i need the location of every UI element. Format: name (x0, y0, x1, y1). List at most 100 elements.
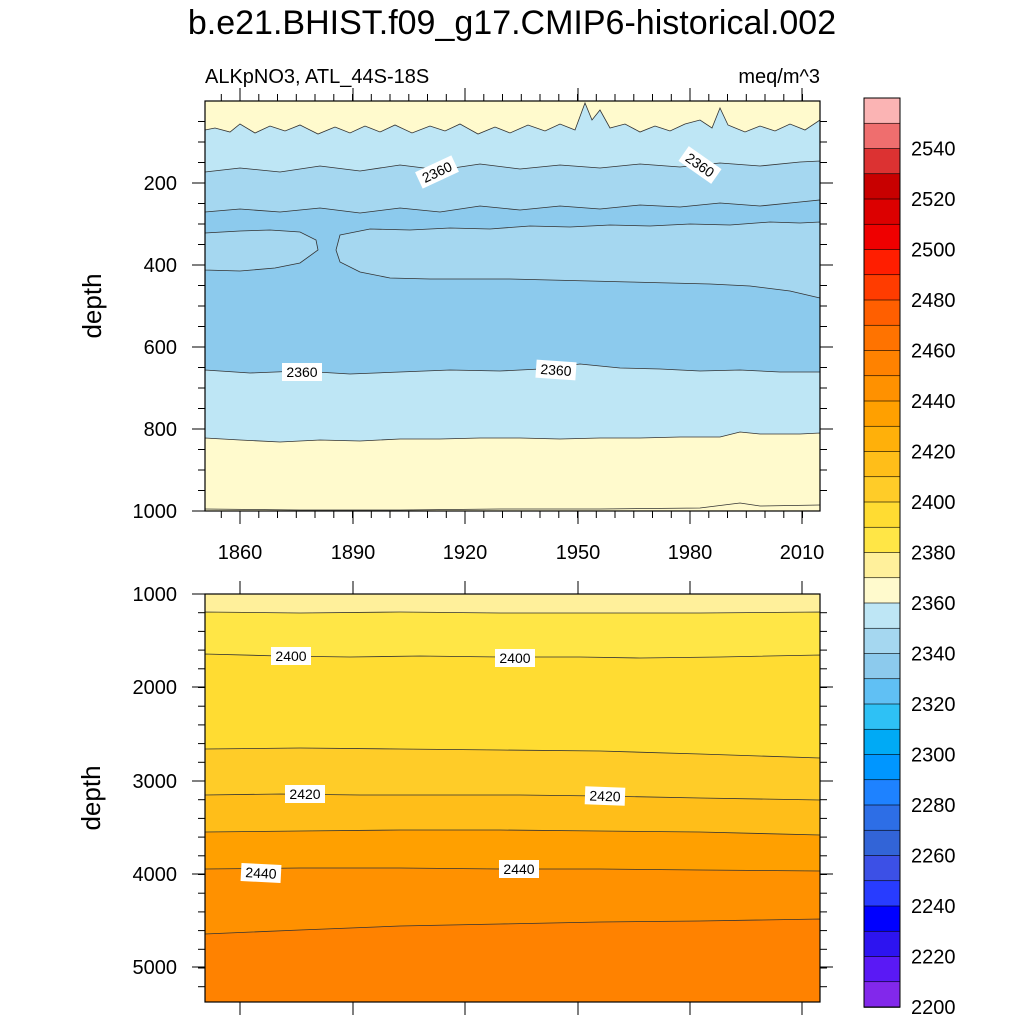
y-tick-label: 600 (144, 337, 177, 359)
colorbar-swatch (863, 627, 901, 655)
svg-text:2360: 2360 (540, 361, 572, 379)
colorbar-swatch (863, 804, 901, 832)
colorbar-swatch (863, 930, 901, 958)
colorbar-label: 2480 (911, 290, 956, 312)
colorbar-swatch (863, 526, 901, 554)
colorbar-swatch (863, 653, 901, 680)
top-band-5 (204, 221, 821, 299)
x-tick-label: 1860 (218, 542, 263, 564)
colorbar-swatch (863, 299, 901, 327)
svg-text:2420: 2420 (289, 786, 320, 802)
svg-text:2400: 2400 (275, 648, 306, 664)
bottom-band-8 (204, 918, 821, 1003)
colorbar-swatch (863, 602, 901, 630)
y-tick-label: 400 (144, 255, 177, 277)
y-tick-label: 800 (144, 419, 177, 441)
y-tick-label: 3000 (133, 771, 178, 793)
contour-label: 2420 (584, 786, 626, 806)
top-x-axis: 1860 1890 1920 1950 1980 2010 (218, 88, 824, 564)
colorbar-swatch (863, 400, 901, 428)
colorbar-label: 2320 (911, 694, 956, 716)
colorbar-swatch (863, 981, 901, 1008)
colorbar-swatch (863, 249, 901, 276)
contour-label: 2420 (285, 785, 325, 803)
colorbar-swatch (863, 855, 901, 882)
colorbar-swatches (863, 97, 901, 1008)
colorbar-label: 2340 (911, 644, 956, 666)
colorbar-swatch (863, 97, 901, 125)
svg-text:2400: 2400 (499, 650, 530, 666)
svg-text:2440: 2440 (245, 864, 277, 882)
y-tick-label: 1000 (133, 501, 178, 523)
colorbar-label: 2240 (911, 896, 956, 918)
figure-title: b.e21.BHIST.f09_g17.CMIP6-historical.002 (188, 4, 836, 42)
colorbar-label: 2420 (911, 442, 956, 464)
y-tick-label: 4000 (133, 864, 178, 886)
colorbar-swatch (863, 350, 901, 377)
colorbar-swatch (863, 880, 901, 907)
y-tick-label: 200 (144, 173, 177, 195)
colorbar-swatch (863, 905, 901, 933)
colorbar-frame (863, 97, 901, 1008)
x-tick-label: 1890 (331, 542, 376, 564)
x-tick-label: 1950 (556, 542, 601, 564)
contour-label: 2440 (499, 860, 539, 878)
colorbar-label: 2460 (911, 341, 956, 363)
colorbar-swatch (863, 274, 901, 301)
colorbar-label: 2220 (911, 947, 956, 969)
top-contour-labels: 2360 2360 2360 2360 (282, 146, 722, 381)
colorbar-swatch (863, 223, 901, 251)
colorbar-swatch (863, 829, 901, 857)
colorbar-label: 2200 (911, 997, 956, 1019)
top-band-7 (204, 431, 821, 512)
colorbar: 2540 2520 2500 2480 2460 2440 2420 2400 2380 2360… (863, 97, 956, 1020)
colorbar-labels: 2540 2520 2500 2480 2460 2440 2420 2400 2380 2360… (911, 139, 956, 1020)
colorbar-swatch (863, 552, 901, 579)
contour-label: 2360 (535, 359, 577, 381)
contour-label: 2400 (495, 649, 535, 667)
bottom-x-axis (239, 581, 803, 1015)
colorbar-swatch (863, 451, 901, 478)
colorbar-swatch (863, 501, 901, 529)
svg-text:2360: 2360 (286, 364, 317, 380)
contour-label: 2360 (282, 363, 322, 381)
colorbar-label: 2500 (911, 240, 956, 262)
y-tick-label: 1000 (133, 584, 178, 606)
bottom-y-axis: 1000 2000 3000 4000 5000 depth (76, 584, 833, 988)
bottom-contour-labels: 2400 2400 2420 2420 2440 2440 (240, 647, 626, 884)
x-tick-label: 1980 (668, 542, 713, 564)
colorbar-label: 2380 (911, 543, 956, 565)
colorbar-label: 2300 (911, 745, 956, 767)
contour-label: 2400 (271, 647, 311, 665)
colorbar-swatch (863, 476, 901, 503)
svg-text:2440: 2440 (503, 861, 534, 877)
top-panel: ALKpNO3, ATL_44S-18S meq/m^3 2360 2360 (77, 66, 833, 564)
colorbar-label: 2360 (911, 593, 956, 615)
colorbar-swatch (863, 754, 901, 781)
top-bottom-contour (204, 502, 821, 511)
top-variable-label: ALKpNO3, ATL_44S-18S (205, 66, 429, 88)
bottom-plot-area (204, 593, 821, 1003)
x-tick-label: 1920 (443, 542, 488, 564)
colorbar-swatch (863, 198, 901, 226)
svg-text:2420: 2420 (589, 787, 621, 804)
colorbar-swatch (863, 678, 901, 705)
colorbar-swatch (863, 779, 901, 806)
colorbar-swatch (863, 122, 901, 150)
colorbar-swatch (863, 577, 901, 604)
colorbar-swatch (863, 956, 901, 983)
bottom-panel: 2400 2400 2420 2420 2440 2440 (76, 581, 833, 1015)
colorbar-swatch (863, 728, 901, 756)
y-tick-label: 2000 (133, 677, 178, 699)
y-axis-label: depth (76, 765, 106, 830)
colorbar-swatch (863, 425, 901, 453)
colorbar-label: 2400 (911, 492, 956, 514)
colorbar-label: 2280 (911, 795, 956, 817)
colorbar-swatch (863, 324, 901, 352)
colorbar-swatch (863, 173, 901, 200)
colorbar-swatch (863, 703, 901, 731)
colorbar-label: 2520 (911, 189, 956, 211)
y-axis-label: depth (77, 273, 107, 338)
colorbar-label: 2260 (911, 846, 956, 868)
